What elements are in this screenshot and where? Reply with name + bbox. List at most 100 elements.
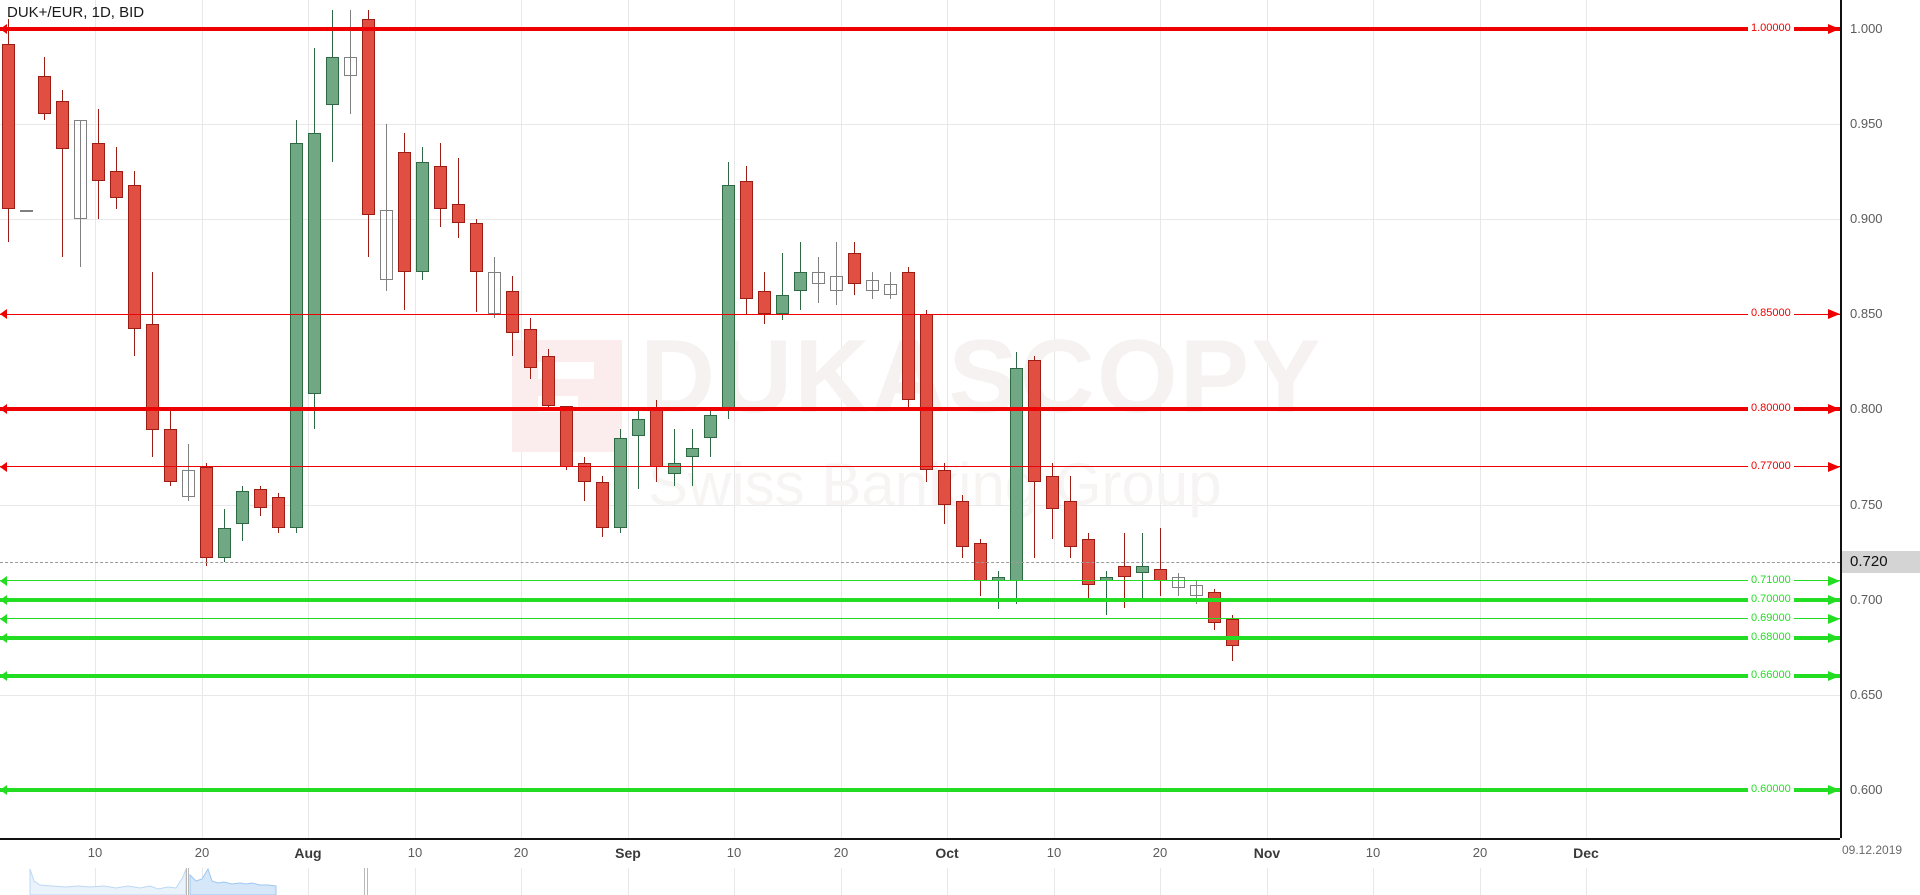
time-axis-tick-label: 20: [513, 845, 529, 860]
time-axis-tick-label: 20: [194, 845, 210, 860]
level-price-label: 0.85000: [1748, 307, 1794, 320]
candle-body-bearish: [524, 329, 537, 368]
candle-body-bearish: [1154, 569, 1167, 581]
level-arrow-left-icon: [0, 23, 7, 34]
volume-divider: [186, 868, 187, 895]
candle-body-bullish: [416, 161, 429, 273]
volume-divider: [188, 868, 189, 895]
time-axis-tick-label: 10: [1365, 845, 1381, 860]
grid-line-vertical: [415, 0, 416, 838]
level-arrow-left-icon: [0, 671, 7, 682]
level-arrow-right-icon: [1828, 785, 1840, 796]
level-line-stroke: [0, 597, 1840, 602]
volume-indicator-pane[interactable]: [0, 868, 1840, 895]
candle-wick: [1178, 573, 1179, 597]
candle-body-bearish: [650, 409, 663, 467]
candle-wick: [62, 89, 63, 258]
level-line-stroke: [0, 313, 1840, 315]
candle-body-bullish: [1010, 367, 1023, 581]
time-axis[interactable]: 10 20 Aug 10 20 Sep 10 20 Oct 10 20 Nov 10 20 Dec: [0, 838, 1840, 866]
grid-line-vertical-volume: [628, 868, 629, 895]
level-arrow-left-icon: [0, 785, 7, 796]
price-axis-tick-label: 1.000: [1850, 20, 1883, 36]
grid-line-vertical-volume: [1586, 868, 1587, 895]
candle-body-doji: [1190, 584, 1203, 597]
level-price-label: 1.00000: [1748, 21, 1794, 34]
price-axis-tick-label: 0.850: [1850, 306, 1883, 322]
time-axis-tick-label: 20: [1152, 845, 1168, 860]
time-axis-tick-label: 10: [726, 845, 742, 860]
candle-body-bearish: [164, 428, 177, 482]
candle-body-bearish: [542, 356, 555, 406]
time-axis-tick-label: Aug: [294, 845, 322, 861]
price-axis-tick-label: 0.600: [1850, 782, 1883, 798]
level-arrow-left-icon: [0, 404, 7, 415]
level-price-label: 0.68000: [1748, 631, 1794, 644]
candle-body-bullish: [686, 447, 699, 458]
level-price-label: 0.77000: [1748, 459, 1794, 472]
grid-line-vertical: [841, 0, 842, 838]
candle-body-bearish: [1028, 359, 1041, 482]
grid-line-vertical-volume: [1054, 868, 1055, 895]
level-line-stroke: [0, 466, 1840, 468]
time-axis-tick-label: Nov: [1253, 845, 1281, 861]
candle-wick: [836, 241, 837, 305]
candle-body-bearish: [902, 272, 915, 400]
grid-line-vertical: [308, 0, 309, 838]
candle-body-bearish: [362, 19, 375, 216]
price-chart-plot[interactable]: DUKASCOPY Swiss Banking Group 1.00000 0.8…: [0, 0, 1840, 838]
price-axis-tick-label: 0.950: [1850, 115, 1883, 131]
level-arrow-right-icon: [1828, 671, 1840, 682]
level-arrow-left-icon: [0, 575, 7, 586]
time-axis-tick-label: 20: [1472, 845, 1488, 860]
level-price-label: 0.70000: [1748, 592, 1794, 605]
time-axis-tick-label: Dec: [1573, 845, 1599, 861]
grid-line-vertical-volume: [841, 868, 842, 895]
level-line-stroke: [0, 618, 1840, 620]
current-price-line: [0, 561, 1840, 563]
grid-line-vertical: [734, 0, 735, 838]
candle-body-bullish: [236, 491, 249, 524]
volume-divider: [367, 868, 368, 895]
grid-line-vertical: [947, 0, 948, 838]
candle-body-doji: [20, 209, 33, 212]
chart-current-date: 09.12.2019: [1842, 843, 1903, 857]
level-price-label: 0.69000: [1748, 611, 1794, 624]
grid-line-vertical-volume: [734, 868, 735, 895]
grid-line-horizontal: [0, 123, 1840, 125]
candle-wick: [692, 428, 693, 486]
chart-title: DUK+/EUR, 1D, BID: [7, 4, 145, 21]
grid-line-vertical-volume: [1373, 868, 1374, 895]
price-axis[interactable]: 0.720 1.000 0.950 0.900 0.850 0.800 0.750 0.70…: [1840, 0, 1920, 838]
candle-body-bearish: [974, 542, 987, 581]
candle-body-bearish: [2, 43, 15, 210]
candle-body-bearish: [758, 291, 771, 315]
candle-body-bullish: [776, 295, 789, 315]
candle-body-bearish: [1226, 618, 1239, 646]
grid-line-vertical-volume: [947, 868, 948, 895]
candle-body-bearish: [506, 291, 519, 334]
level-arrow-left-icon: [0, 309, 7, 320]
candle-body-bullish: [632, 419, 645, 437]
candle-wick: [782, 253, 783, 320]
time-axis-tick-label: Sep: [615, 845, 641, 861]
level-arrow-left-icon: [0, 633, 7, 644]
level-arrow-right-icon: [1828, 594, 1840, 605]
volume-area-segment: [189, 868, 277, 895]
candle-body-doji: [380, 209, 393, 280]
candle-wick: [818, 257, 819, 303]
grid-line-vertical-volume: [521, 868, 522, 895]
candle-wick: [458, 158, 459, 239]
time-axis-tick-label: 10: [87, 845, 103, 860]
level-arrow-right-icon: [1828, 461, 1840, 472]
candle-body-bullish: [218, 527, 231, 559]
level-price-label: 0.60000: [1748, 783, 1794, 796]
candle-body-bearish: [128, 184, 141, 330]
level-arrow-left-icon: [0, 594, 7, 605]
candle-wick: [890, 272, 891, 299]
candle-body-bullish: [1136, 565, 1149, 574]
level-line-stroke: [0, 26, 1840, 31]
candle-wick: [188, 443, 189, 501]
grid-line-vertical-volume: [415, 868, 416, 895]
candle-body-bearish: [596, 481, 609, 528]
